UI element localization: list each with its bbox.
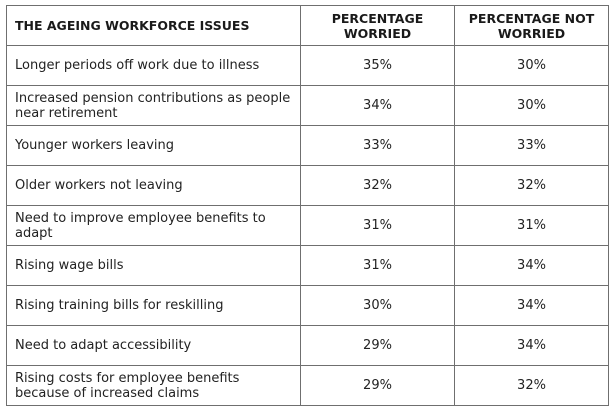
issue-cell: Need to improve employee benefits to ada…: [6, 205, 301, 246]
table-row: Rising training bills for reskilling 30%…: [6, 285, 609, 326]
issue-cell: Increased pension contributions as peopl…: [6, 85, 301, 126]
issue-cell: Older workers not leaving: [6, 165, 301, 206]
ageing-workforce-table: THE AGEING WORKFORCE ISSUES PERCENTAGE W…: [6, 5, 609, 406]
not-worried-cell: 34%: [454, 285, 609, 326]
header-row: THE AGEING WORKFORCE ISSUES PERCENTAGE W…: [6, 5, 609, 46]
not-worried-cell: 34%: [454, 325, 609, 366]
column-header-not-worried: PERCENTAGE NOT WORRIED: [454, 5, 609, 46]
not-worried-cell: 30%: [454, 45, 609, 86]
column-header-worried: PERCENTAGE WORRIED: [300, 5, 455, 46]
not-worried-cell: 30%: [454, 85, 609, 126]
table-body: Longer periods off work due to illness 3…: [6, 45, 609, 406]
worried-cell: 33%: [300, 125, 455, 166]
worried-cell: 29%: [300, 325, 455, 366]
not-worried-cell: 34%: [454, 245, 609, 286]
worried-cell: 35%: [300, 45, 455, 86]
table-row: Longer periods off work due to illness 3…: [6, 45, 609, 86]
table-row: Increased pension contributions as peopl…: [6, 85, 609, 126]
not-worried-cell: 32%: [454, 365, 609, 406]
worried-cell: 32%: [300, 165, 455, 206]
table-header: THE AGEING WORKFORCE ISSUES PERCENTAGE W…: [6, 5, 609, 46]
issue-cell: Rising training bills for reskilling: [6, 285, 301, 326]
issue-cell: Rising wage bills: [6, 245, 301, 286]
table-row: Need to improve employee benefits to ada…: [6, 205, 609, 246]
issue-cell: Rising costs for employee benefits becau…: [6, 365, 301, 406]
worried-cell: 29%: [300, 365, 455, 406]
table-row: Younger workers leaving 33% 33%: [6, 125, 609, 166]
not-worried-cell: 33%: [454, 125, 609, 166]
issue-cell: Longer periods off work due to illness: [6, 45, 301, 86]
not-worried-cell: 32%: [454, 165, 609, 206]
not-worried-cell: 31%: [454, 205, 609, 246]
worried-cell: 34%: [300, 85, 455, 126]
issue-cell: Younger workers leaving: [6, 125, 301, 166]
table-row: Need to adapt accessibility 29% 34%: [6, 325, 609, 366]
column-header-issue: THE AGEING WORKFORCE ISSUES: [6, 5, 301, 46]
table-row: Older workers not leaving 32% 32%: [6, 165, 609, 206]
worried-cell: 30%: [300, 285, 455, 326]
table-row: Rising wage bills 31% 34%: [6, 245, 609, 286]
issue-cell: Need to adapt accessibility: [6, 325, 301, 366]
worried-cell: 31%: [300, 205, 455, 246]
table-row: Rising costs for employee benefits becau…: [6, 365, 609, 406]
worried-cell: 31%: [300, 245, 455, 286]
